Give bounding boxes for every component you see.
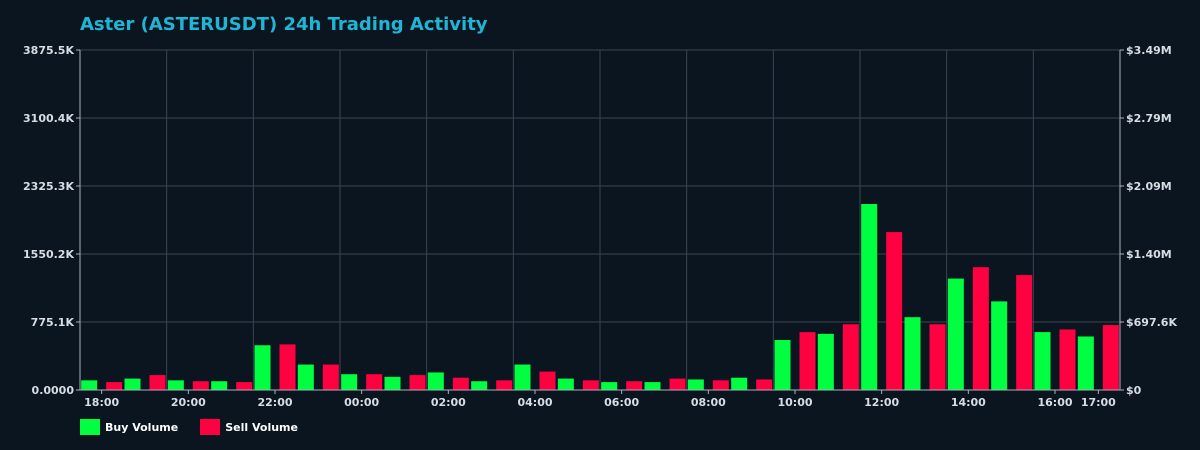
buy-bar-12[interactable]: [601, 382, 617, 390]
buy-bar-19[interactable]: [905, 317, 921, 390]
sell-bar-13[interactable]: [670, 379, 686, 390]
sell-bar-22[interactable]: [1060, 329, 1076, 390]
sell-bar-15[interactable]: [756, 379, 772, 390]
buy-bar-7[interactable]: [385, 377, 401, 390]
legend-swatch-buy: [80, 419, 100, 435]
x-tick-label-5: 04:00: [517, 396, 552, 409]
x-tick-label-8: 10:00: [777, 396, 812, 409]
buy-bar-10[interactable]: [515, 365, 531, 390]
x-tick-label-2: 22:00: [257, 396, 292, 409]
buy-bar-13[interactable]: [645, 382, 661, 390]
buy-bar-14[interactable]: [688, 379, 704, 390]
left-tick-label-1: 775.1K: [31, 316, 75, 329]
buy-bar-1[interactable]: [125, 379, 141, 390]
right-tick-label-5: $3.49M: [1126, 44, 1172, 57]
sell-bar-18[interactable]: [886, 232, 902, 390]
x-tick-label-12: 17:00: [1081, 396, 1116, 409]
buy-bar-21[interactable]: [991, 301, 1007, 390]
sell-bar-6[interactable]: [366, 374, 382, 390]
x-tick-label-0: 18:00: [84, 396, 119, 409]
sell-bar-10[interactable]: [540, 372, 556, 390]
buy-bar-3[interactable]: [211, 381, 227, 390]
left-tick-label-0: 0.0000: [32, 384, 75, 397]
buy-bar-9[interactable]: [471, 381, 487, 390]
buy-bar-20[interactable]: [948, 279, 964, 390]
sell-bar-5[interactable]: [323, 365, 339, 390]
sell-bar-7[interactable]: [410, 375, 426, 390]
buy-bar-15[interactable]: [731, 378, 747, 390]
buy-bar-4[interactable]: [255, 345, 271, 390]
right-tick-label-2: $1.40M: [1126, 248, 1172, 261]
right-axis-ticks: $0 $697.6K $1.40M $2.09M $2.79M $3.49M: [1120, 44, 1177, 397]
x-tick-label-10: 14:00: [951, 396, 986, 409]
buy-bar-16[interactable]: [775, 340, 791, 390]
legend-label-sell: Sell Volume: [225, 421, 298, 434]
right-tick-label-0: $0: [1126, 384, 1142, 397]
sell-bar-9[interactable]: [496, 380, 512, 390]
buy-bar-11[interactable]: [558, 379, 574, 390]
sell-bar-21[interactable]: [1016, 275, 1032, 390]
left-tick-label-2: 1550.2K: [23, 248, 74, 261]
sell-bar-19[interactable]: [930, 324, 946, 390]
x-axis-ticks: 18:00 20:00 22:00 00:00 02:00 04:00 06:00 08:00…: [84, 390, 1116, 409]
legend-swatch-sell: [200, 419, 220, 435]
x-tick-label-3: 00:00: [344, 396, 379, 409]
buy-bar-22[interactable]: [1035, 332, 1051, 390]
x-tick-label-11: 16:00: [1037, 396, 1072, 409]
sell-bar-17[interactable]: [843, 324, 859, 390]
x-tick-label-7: 08:00: [691, 396, 726, 409]
sell-bar-1[interactable]: [150, 375, 166, 390]
sell-bar-2[interactable]: [193, 381, 209, 390]
sell-bar-23[interactable]: [1103, 325, 1119, 390]
right-tick-label-3: $2.09M: [1126, 180, 1172, 193]
sell-bar-14[interactable]: [713, 380, 729, 390]
x-tick-label-6: 06:00: [604, 396, 639, 409]
sell-bar-20[interactable]: [973, 267, 989, 390]
right-tick-label-4: $2.79M: [1126, 112, 1172, 125]
buy-bar-23[interactable]: [1078, 336, 1094, 390]
sell-bar-11[interactable]: [583, 380, 599, 390]
buy-bar-2[interactable]: [168, 380, 184, 390]
sell-bar-0[interactable]: [106, 382, 122, 390]
left-tick-label-4: 3100.4K: [23, 112, 74, 125]
legend-item-buy[interactable]: Buy Volume: [80, 419, 178, 435]
sell-bar-8[interactable]: [453, 378, 469, 390]
left-tick-label-5: 3875.5K: [23, 44, 74, 57]
buy-bar-18[interactable]: [861, 204, 877, 390]
x-tick-label-9: 12:00: [864, 396, 899, 409]
buy-bar-5[interactable]: [298, 365, 314, 390]
legend-label-buy: Buy Volume: [105, 421, 178, 434]
grid-lines: [80, 50, 1120, 390]
buy-bar-6[interactable]: [341, 374, 357, 390]
sell-bar-3[interactable]: [236, 382, 252, 390]
x-tick-label-4: 02:00: [431, 396, 466, 409]
sell-bar-16[interactable]: [800, 332, 816, 390]
sell-bar-4[interactable]: [280, 344, 296, 390]
sell-bar-12[interactable]: [626, 381, 642, 390]
legend: Buy Volume Sell Volume: [80, 419, 298, 435]
left-axis-ticks: 0.0000 775.1K 1550.2K 2325.3K 3100.4K 3875.5K: [23, 44, 80, 397]
right-tick-label-1: $697.6K: [1126, 316, 1177, 329]
buy-bar-0[interactable]: [81, 380, 97, 390]
legend-item-sell[interactable]: Sell Volume: [200, 419, 298, 435]
buy-bar-8[interactable]: [428, 372, 444, 390]
buy-bar-17[interactable]: [818, 334, 834, 390]
left-tick-label-3: 2325.3K: [23, 180, 74, 193]
x-tick-label-1: 20:00: [171, 396, 206, 409]
